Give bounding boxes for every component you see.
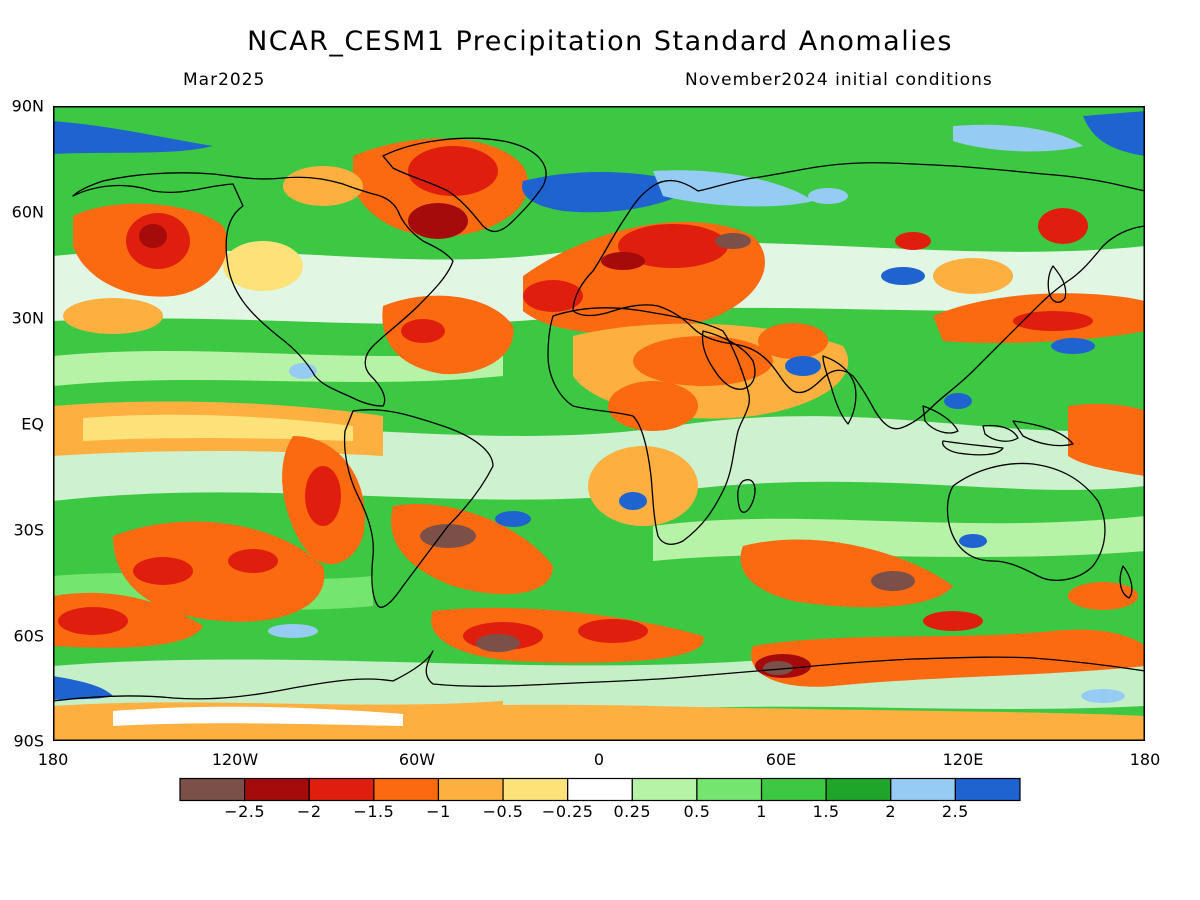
legend-label: −2.5 xyxy=(224,802,266,821)
initial-conditions-label: November2024 initial conditions xyxy=(685,70,993,90)
map-frame xyxy=(53,106,1145,741)
anomaly-map xyxy=(53,106,1145,741)
lat-label-eq: EQ xyxy=(21,414,44,434)
lat-label-60s: 60S xyxy=(13,626,44,646)
color-legend xyxy=(179,777,1021,802)
legend-swatch xyxy=(437,777,504,802)
lon-label-180e: 180 xyxy=(1129,750,1161,769)
lat-label-90n: 90N xyxy=(11,96,44,116)
legend-label: 2.5 xyxy=(941,802,969,821)
legend-swatch xyxy=(244,777,310,802)
coastlines xyxy=(53,137,1145,702)
lon-label-60e: 60E xyxy=(765,750,797,769)
anomaly-field xyxy=(53,106,1145,741)
legend-label: −1 xyxy=(426,802,451,821)
legend-swatch xyxy=(631,777,698,802)
lon-label-0: 0 xyxy=(593,750,605,769)
legend-label: 1.5 xyxy=(812,802,840,821)
legend-swatch xyxy=(954,777,1021,802)
legend-swatch xyxy=(308,777,375,802)
legend-swatch xyxy=(890,777,956,802)
legend-swatch xyxy=(502,777,569,802)
lat-label-60n: 60N xyxy=(11,202,44,222)
legend-label: −0.5 xyxy=(482,802,524,821)
legend-label: 0.5 xyxy=(683,802,711,821)
legend-swatch xyxy=(179,777,246,802)
legend-swatch xyxy=(760,777,827,802)
legend-swatch xyxy=(825,777,892,802)
chart-title: NCAR_CESM1 Precipitation Standard Anomal… xyxy=(247,26,953,57)
legend-label: −2 xyxy=(296,802,322,821)
valid-month-label: Mar2025 xyxy=(183,70,266,90)
lon-label-120w: 120W xyxy=(211,750,259,769)
lat-label-30n: 30N xyxy=(11,308,44,328)
legend-swatch xyxy=(567,777,633,802)
legend-swatch xyxy=(696,777,763,802)
legend-swatch xyxy=(373,777,440,802)
legend-label: 2 xyxy=(885,802,897,821)
legend-label: 1 xyxy=(756,802,767,821)
legend-label: 0.25 xyxy=(613,802,652,821)
lon-label-120e: 120E xyxy=(942,750,984,769)
legend-label: −1.5 xyxy=(353,802,395,821)
lon-label-60w: 60W xyxy=(398,750,436,769)
legend-label: −0.25 xyxy=(541,802,594,821)
lat-label-30s: 30S xyxy=(13,520,44,540)
lon-label-180w: 180 xyxy=(37,750,69,769)
lat-label-90s: 90S xyxy=(13,731,44,751)
